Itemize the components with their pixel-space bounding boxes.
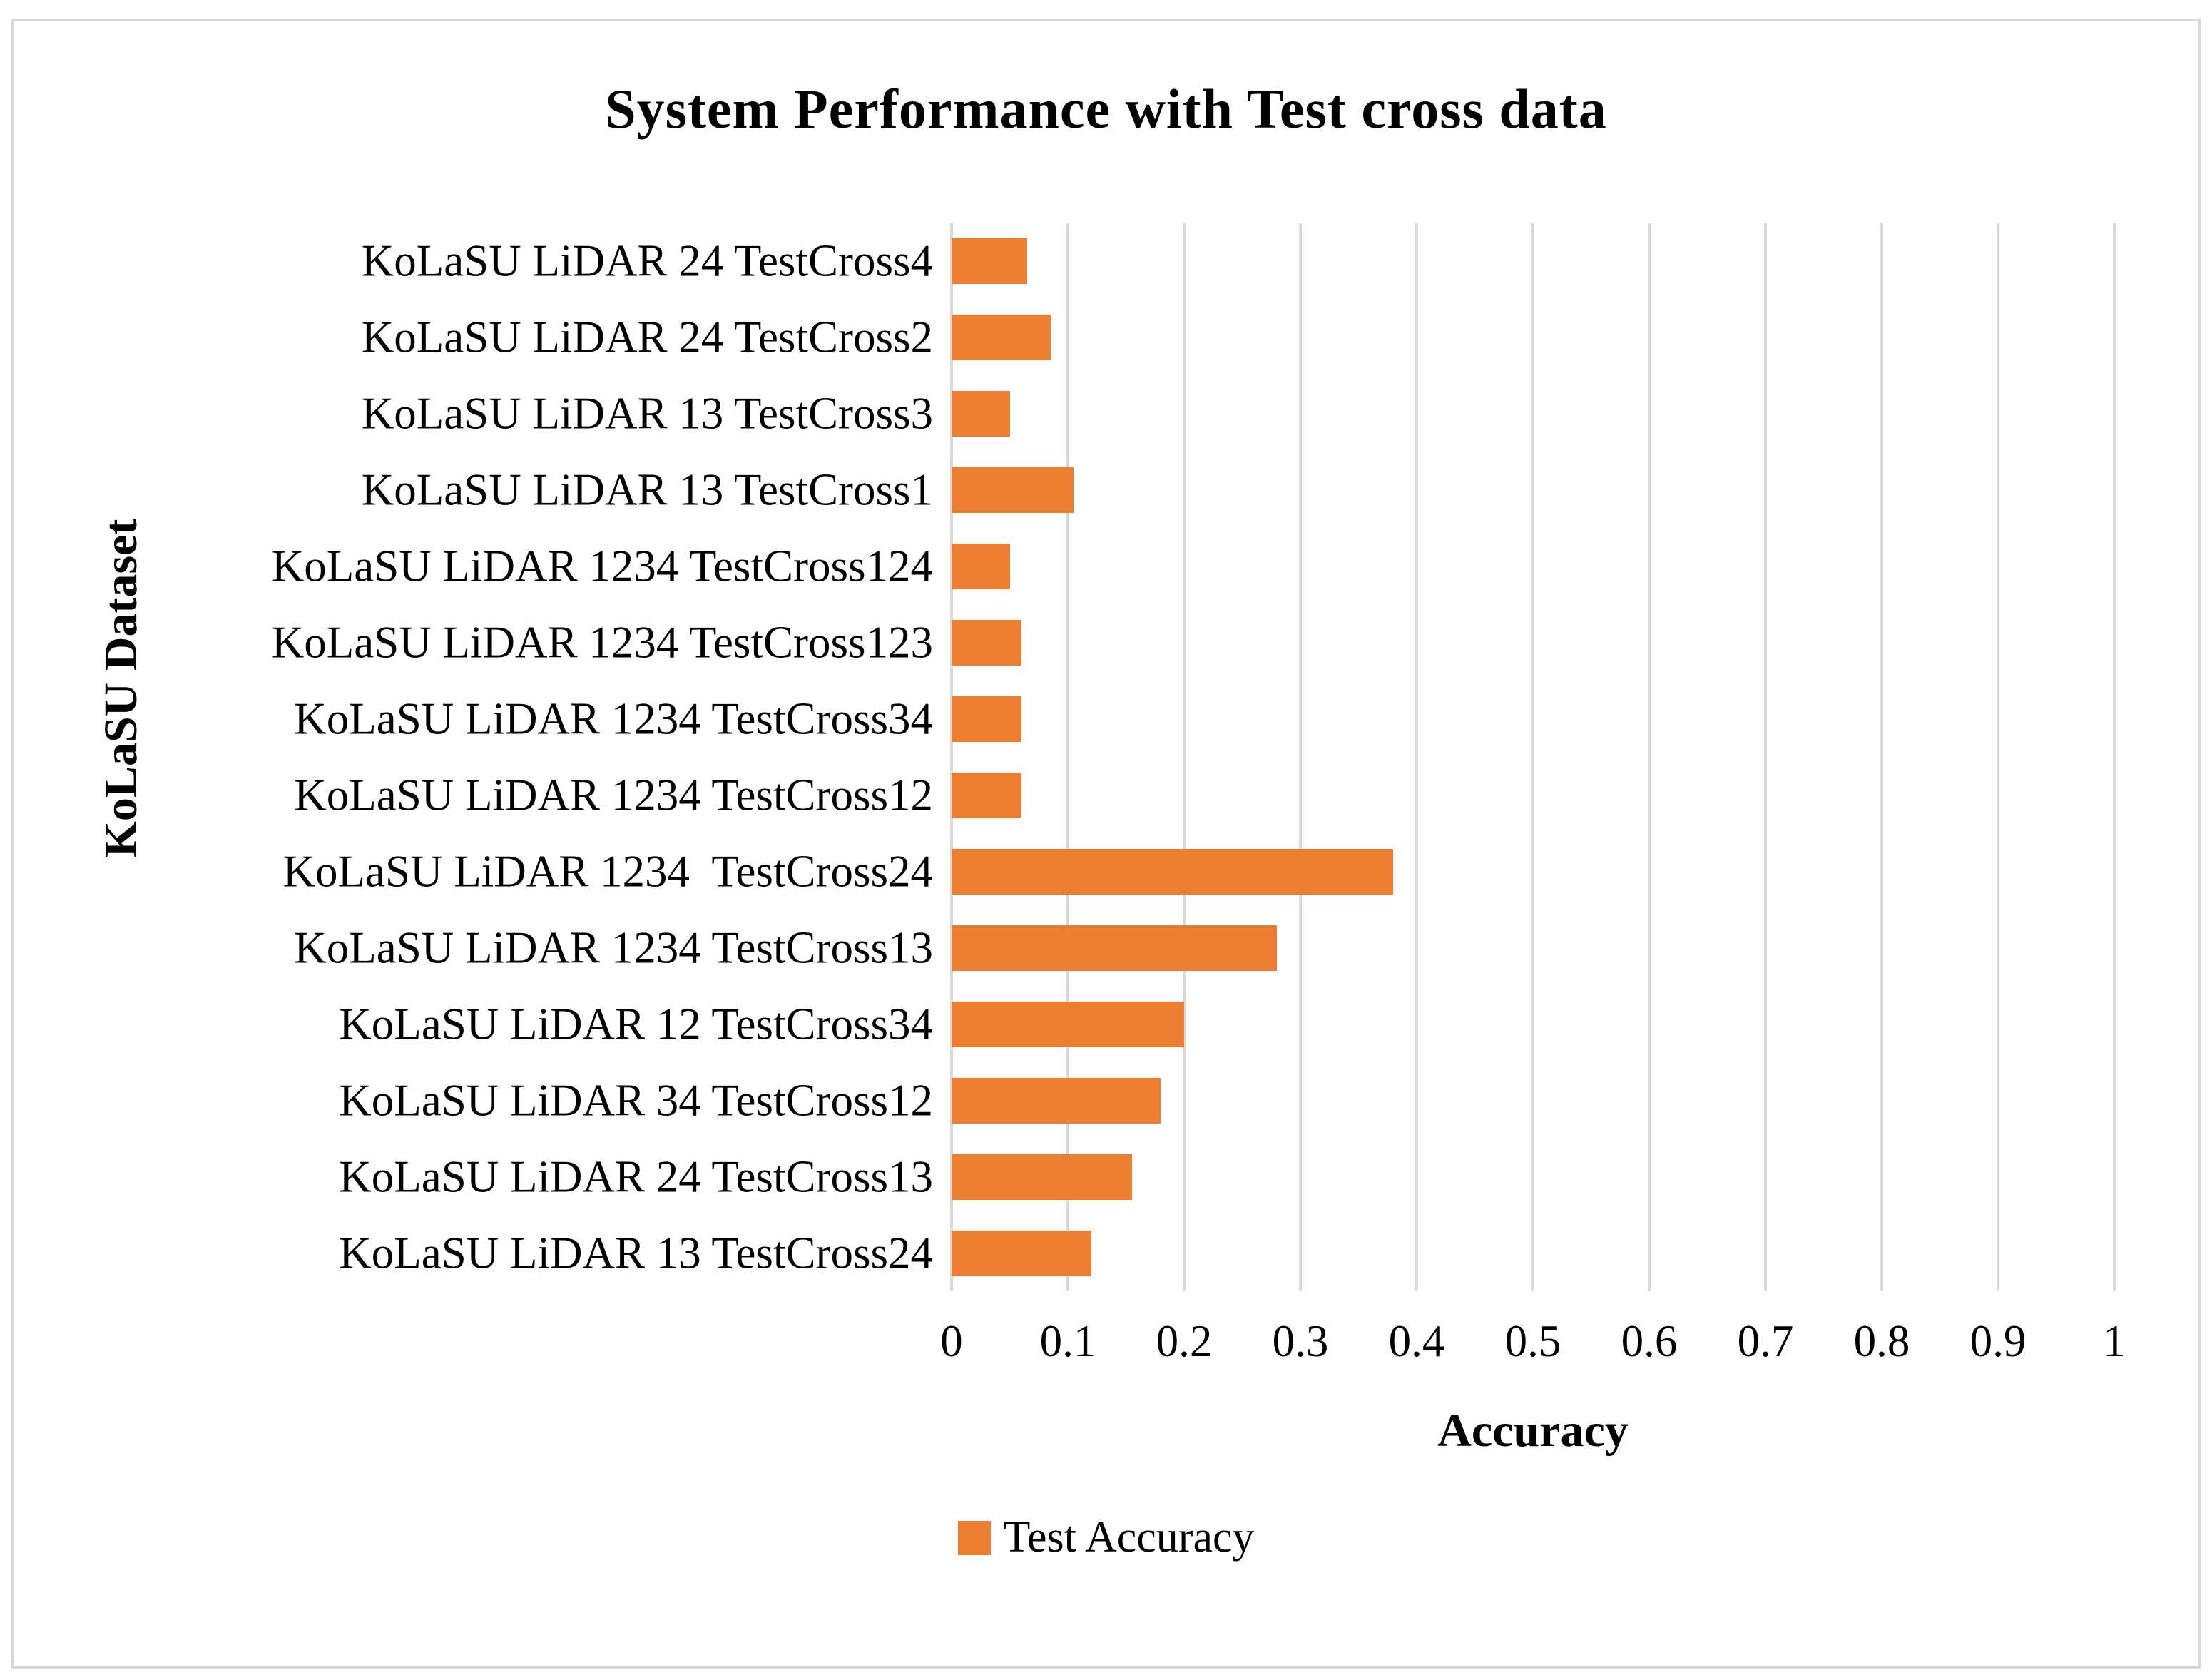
bar-row: KoLaSU LiDAR 1234 TestCross124 xyxy=(272,529,2114,605)
bar-row: KoLaSU LiDAR 1234 TestCross13 xyxy=(294,910,2114,986)
x-tick-label: 0.5 xyxy=(1504,1316,1561,1366)
bar xyxy=(952,467,1074,514)
bar xyxy=(952,696,1021,743)
bar-row: KoLaSU LiDAR 1234 TestCross34 xyxy=(294,681,2114,758)
gridline xyxy=(1299,223,1302,1291)
x-tick-label: 0.8 xyxy=(1853,1316,1910,1366)
y-axis-title: KoLaSU Dataset xyxy=(95,519,147,858)
bar-row: KoLaSU LiDAR 13 TestCross1 xyxy=(362,452,2114,529)
bar xyxy=(952,238,1027,285)
x-tick-label: 0.2 xyxy=(1156,1316,1213,1366)
bar-row: KoLaSU LiDAR 24 TestCross4 xyxy=(362,223,2114,300)
plot-area: 0 0.1 0.2 0.3 0.4 0.5 0.6 0.7 0.8 0.9 1 KoLaSU LiDA… xyxy=(272,223,2126,1366)
bar xyxy=(952,772,1021,818)
gridline xyxy=(1648,223,1651,1291)
bar xyxy=(952,620,1021,666)
gridline xyxy=(2113,223,2116,1291)
gridline xyxy=(1183,223,1186,1291)
category-label: KoLaSU LiDAR 12 TestCross34 xyxy=(339,999,933,1049)
bar-row: KoLaSU LiDAR 13 TestCross24 xyxy=(339,1215,2114,1291)
legend-swatch-icon xyxy=(957,1520,991,1555)
chart-border-frame xyxy=(11,19,2201,1669)
bar xyxy=(952,925,1278,971)
bar-row: KoLaSU LiDAR 24 TestCross13 xyxy=(339,1139,2114,1215)
category-label: KoLaSU LiDAR 1234 TestCross13 xyxy=(294,922,933,973)
gridline xyxy=(950,223,953,1291)
bar-row: KoLaSU LiDAR 12 TestCross34 xyxy=(339,986,2114,1062)
x-tick-label: 0.4 xyxy=(1388,1316,1445,1366)
x-tick-label: 0.6 xyxy=(1621,1316,1678,1366)
gridline xyxy=(1531,223,1534,1291)
category-label: KoLaSU LiDAR 1234 TestCross24 xyxy=(282,846,933,897)
x-tick-label: 0.1 xyxy=(1039,1316,1096,1366)
bar xyxy=(952,391,1010,437)
category-label: KoLaSU LiDAR 24 TestCross2 xyxy=(361,312,933,362)
bar-row: KoLaSU LiDAR 1234 TestCross24 xyxy=(283,833,2114,910)
category-label: KoLaSU LiDAR 1234 TestCross12 xyxy=(294,770,933,820)
gridline xyxy=(1066,223,1069,1291)
x-tick-label: 0.3 xyxy=(1272,1316,1329,1366)
category-label: KoLaSU LiDAR 13 TestCross1 xyxy=(361,464,933,515)
bar xyxy=(952,315,1051,361)
bar xyxy=(952,1001,1184,1047)
x-tick-label: 1 xyxy=(2103,1316,2126,1366)
bar-row: KoLaSU LiDAR 1234 TestCross12 xyxy=(294,758,2114,834)
legend-label: Test Accuracy xyxy=(1003,1513,1255,1562)
chart-title: System Performance with Test cross data xyxy=(605,78,1607,140)
category-label: KoLaSU LiDAR 1234 TestCross124 xyxy=(271,541,933,591)
gridline xyxy=(1997,223,1999,1291)
category-label: KoLaSU LiDAR 1234 TestCross34 xyxy=(294,693,933,744)
x-axis-title: Accuracy xyxy=(1437,1405,1629,1457)
bar xyxy=(952,544,1010,590)
bar-row: KoLaSU LiDAR 1234 TestCross123 xyxy=(272,605,2114,681)
bar xyxy=(952,848,1394,895)
category-label: KoLaSU LiDAR 24 TestCross4 xyxy=(361,235,933,286)
category-label: KoLaSU LiDAR 13 TestCross24 xyxy=(339,1228,933,1278)
legend: Test Accuracy xyxy=(0,1512,2212,1563)
bar-row: KoLaSU LiDAR 34 TestCross12 xyxy=(339,1062,2114,1139)
category-label: KoLaSU LiDAR 34 TestCross12 xyxy=(339,1075,933,1126)
category-label: KoLaSU LiDAR 13 TestCross3 xyxy=(361,388,933,439)
bar xyxy=(952,1077,1161,1124)
gridline xyxy=(1880,223,1883,1291)
bar xyxy=(952,1230,1091,1276)
category-label: KoLaSU LiDAR 1234 TestCross123 xyxy=(271,617,933,668)
x-tick-label: 0.7 xyxy=(1737,1316,1794,1366)
gridline xyxy=(1415,223,1418,1291)
category-label: KoLaSU LiDAR 24 TestCross13 xyxy=(339,1151,933,1202)
bar-row: KoLaSU LiDAR 13 TestCross3 xyxy=(362,376,2114,452)
bar xyxy=(952,1154,1132,1200)
x-tick-label: 0.9 xyxy=(1969,1316,2027,1366)
bar-row: KoLaSU LiDAR 24 TestCross2 xyxy=(362,300,2114,376)
x-tick-label: 0 xyxy=(940,1316,963,1366)
gridline xyxy=(1764,223,1767,1291)
